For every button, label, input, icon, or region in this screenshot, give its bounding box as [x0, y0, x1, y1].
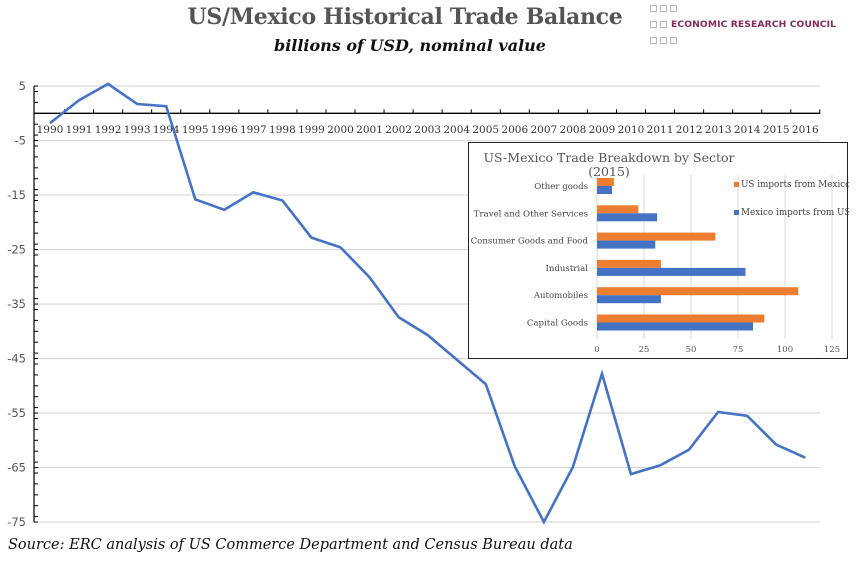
- x-axis: 1990 1991 1992 1993 1994 1995 1996 1997 1998 1999…: [34, 109, 821, 136]
- x-tick-label: 1997: [240, 124, 267, 136]
- x-tick-label: 1993: [124, 124, 151, 136]
- logo-square-icon: [650, 5, 657, 12]
- logo-squares-row: [650, 21, 667, 31]
- x-tick-label: 2016: [792, 124, 819, 136]
- inset-category-label: Automobiles: [533, 291, 588, 301]
- x-tick-label: 2013: [705, 124, 732, 136]
- y-tick-label: 5: [19, 79, 26, 93]
- legend-swatch-icon: [734, 210, 739, 215]
- x-tick-label: 2015: [763, 124, 790, 136]
- inset-title: US-Mexico Trade Breakdown by Sector: [483, 150, 734, 165]
- chart-subtitle: billions of USD, nominal value: [274, 36, 546, 55]
- x-tick-label: 2010: [618, 124, 645, 136]
- x-tick-label: 2008: [560, 124, 587, 136]
- inset-x-tick-label: 50: [686, 345, 697, 355]
- inset-category-labels: Other goods Travel and Other Services Cons…: [471, 182, 589, 329]
- inset-x-tick-label: 0: [594, 345, 599, 355]
- x-tick-label: 2009: [589, 124, 616, 136]
- logo-square-icon: [670, 37, 677, 44]
- x-tick-label: 1996: [211, 124, 238, 136]
- legend-label: Mexico imports from US: [741, 208, 849, 218]
- x-tick-label: 1992: [95, 124, 122, 136]
- logo-square-icon: [670, 5, 677, 12]
- inset-bars: [597, 178, 799, 331]
- logo-squares-row: [650, 37, 677, 47]
- source-note: Source: ERC analysis of US Commerce Depa…: [8, 537, 573, 553]
- bar-automobiles-mexico-imports: [597, 295, 661, 304]
- logo-square-icon: [650, 37, 657, 44]
- bar-capital-goods-us-imports: [597, 314, 765, 323]
- x-tick-label: 2005: [472, 124, 499, 136]
- inset-gridlines: [596, 175, 833, 339]
- y-tick-label: -35: [7, 297, 26, 311]
- gridlines: [34, 85, 820, 523]
- y-tick-label: -45: [7, 352, 26, 366]
- y-axis: 5 -5 -15 -25 -35 -45 -55 -65 -75: [7, 79, 38, 529]
- legend-label: US imports from Mexico: [741, 180, 849, 190]
- x-tick-label: 2012: [676, 124, 703, 136]
- inset-category-label: Consumer Goods and Food: [471, 237, 589, 247]
- inset-category-label: Other goods: [534, 182, 588, 192]
- chart-title: US/Mexico Historical Trade Balance: [187, 4, 623, 30]
- x-tick-label: 1990: [37, 124, 64, 136]
- series-line: [49, 82, 806, 525]
- x-tick-label: 2000: [327, 124, 354, 136]
- x-tick-label: 2007: [530, 124, 557, 136]
- inset-x-tick-label: 125: [824, 345, 840, 355]
- bar-travel-and-other-services-us-imports: [597, 205, 639, 214]
- x-tick-label: 1999: [298, 124, 325, 136]
- inset-x-tick-label: 100: [777, 345, 793, 355]
- x-tick-label: 2011: [647, 124, 674, 136]
- x-tick-label: 1995: [182, 124, 209, 136]
- x-tick-label: 2001: [356, 124, 383, 136]
- logo-square-icon: [660, 21, 667, 28]
- x-tick-label: 2004: [443, 124, 470, 136]
- logo-square-icon: [660, 37, 667, 44]
- x-tick-label: 2006: [501, 124, 528, 136]
- y-tick-label: -55: [7, 406, 26, 420]
- x-tick-label: 1998: [269, 124, 296, 136]
- sector-breakdown-inset-chart: US-Mexico Trade Breakdown by Sector (201…: [468, 142, 849, 359]
- bar-industrial-us-imports: [597, 259, 661, 268]
- inset-x-tick-label: 25: [639, 345, 650, 355]
- erc-logo: ECONOMIC RESEARCH COUNCIL: [650, 3, 864, 47]
- bar-travel-and-other-services-mexico-imports: [597, 213, 658, 222]
- y-tick-label: -5: [15, 134, 26, 148]
- bar-industrial-mexico-imports: [597, 267, 746, 276]
- x-tick-label: 1991: [66, 124, 93, 136]
- x-tick-label: 2002: [385, 124, 412, 136]
- inset-legend: US imports from Mexico Mexico imports fro…: [734, 180, 849, 218]
- bar-other-goods-us-imports: [597, 178, 614, 186]
- inset-x-tick-label: 75: [733, 345, 744, 355]
- logo-squares-row: [650, 5, 677, 15]
- logo-square-icon: [650, 21, 657, 28]
- logo-square-icon: [660, 5, 667, 12]
- y-tick-label: -75: [7, 515, 26, 529]
- bar-capital-goods-mexico-imports: [597, 322, 754, 331]
- legend-swatch-icon: [734, 182, 739, 187]
- inset-category-label: Capital Goods: [527, 319, 588, 329]
- logo-text: ECONOMIC RESEARCH COUNCIL: [671, 19, 837, 30]
- bar-automobiles-us-imports: [597, 287, 799, 296]
- x-tick-label: 2014: [734, 124, 761, 136]
- inset-category-label: Industrial: [545, 264, 588, 274]
- inset-x-axis: 0 25 50 75 100 125: [594, 345, 840, 355]
- y-tick-label: -65: [7, 461, 26, 475]
- inset-chart-canvas: US-Mexico Trade Breakdown by Sector (201…: [471, 150, 849, 355]
- x-tick-label: 2003: [414, 124, 441, 136]
- inset-category-label: Travel and Other Services: [474, 209, 588, 219]
- y-tick-label: -15: [7, 188, 26, 202]
- inset-subtitle: (2015): [588, 164, 630, 179]
- bar-other-goods-mexico-imports: [597, 186, 613, 194]
- bar-consumer-goods-and-food-us-imports: [597, 232, 716, 241]
- bar-consumer-goods-and-food-mexico-imports: [597, 240, 656, 249]
- y-tick-label: -25: [7, 243, 26, 257]
